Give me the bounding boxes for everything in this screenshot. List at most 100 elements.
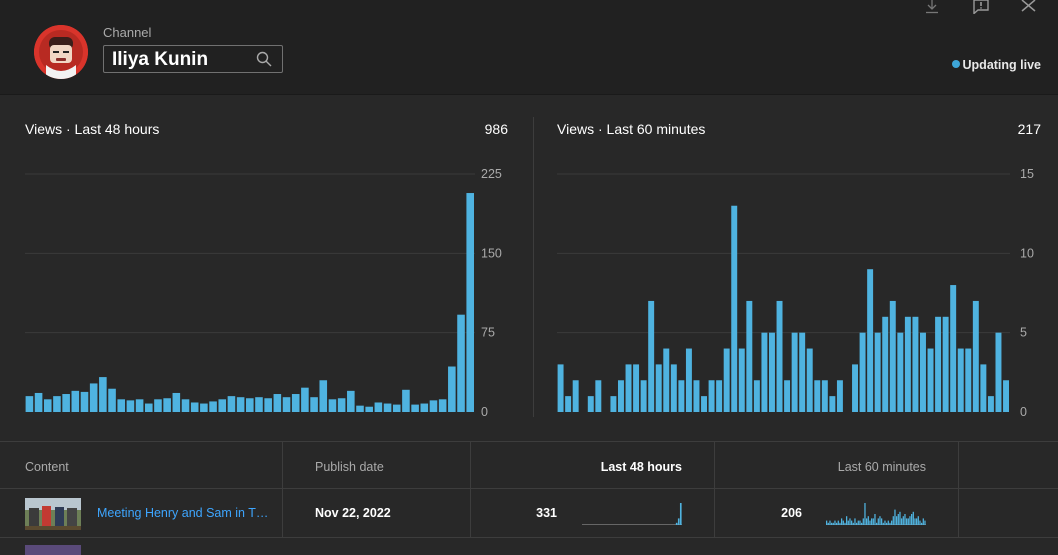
chart-bar[interactable]	[882, 316, 889, 412]
chart-bar[interactable]	[738, 348, 745, 412]
chart-bar[interactable]	[301, 387, 309, 412]
chart-bar[interactable]	[402, 389, 410, 412]
chart-bar[interactable]	[448, 366, 456, 412]
chart-bar[interactable]	[663, 348, 670, 412]
chart-bar[interactable]	[282, 397, 291, 412]
chart-bar[interactable]	[227, 396, 236, 412]
chart-bar[interactable]	[429, 400, 438, 412]
chart-bar[interactable]	[806, 348, 813, 412]
video-title-link[interactable]: Meeting Henry and Sam in T…	[97, 506, 269, 520]
chart-bar[interactable]	[799, 332, 806, 412]
chart-bar[interactable]	[144, 403, 153, 412]
chart-bar[interactable]	[383, 403, 392, 412]
chart-bar[interactable]	[108, 388, 116, 412]
chart-bar[interactable]	[995, 332, 1002, 412]
chart-bar[interactable]	[209, 401, 217, 412]
chart-bar[interactable]	[200, 403, 208, 412]
chart-bar[interactable]	[920, 332, 926, 412]
chart-bar[interactable]	[897, 332, 904, 412]
chart-bar[interactable]	[791, 332, 798, 412]
chart-bar[interactable]	[246, 398, 254, 412]
chart-bar[interactable]	[328, 399, 337, 412]
search-icon[interactable]	[256, 51, 272, 67]
chart-bar[interactable]	[273, 394, 282, 412]
chart-bar[interactable]	[633, 364, 640, 412]
chart-bar[interactable]	[466, 193, 474, 412]
video-thumbnail[interactable]	[25, 498, 81, 530]
chart-bar[interactable]	[731, 205, 738, 412]
chart-bar[interactable]	[618, 380, 624, 412]
chart-bar[interactable]	[411, 404, 419, 412]
chart-bar[interactable]	[236, 397, 245, 412]
chart-bar[interactable]	[34, 392, 43, 412]
chart-bar[interactable]	[347, 390, 355, 412]
chart-bar[interactable]	[640, 380, 647, 412]
chart-bar[interactable]	[392, 404, 401, 412]
chart-bar[interactable]	[776, 300, 783, 412]
chart-bar[interactable]	[723, 348, 730, 412]
chart-bar[interactable]	[927, 348, 934, 412]
chart-bar[interactable]	[972, 300, 979, 412]
chart-bar[interactable]	[572, 380, 579, 412]
chart-bar[interactable]	[678, 380, 685, 412]
chart-bar[interactable]	[874, 332, 881, 412]
video-thumbnail[interactable]	[25, 545, 81, 555]
chart-bar[interactable]	[337, 398, 346, 412]
chart-bar[interactable]	[291, 394, 300, 412]
chart-bar[interactable]	[457, 314, 465, 412]
chart-bar[interactable]	[950, 285, 957, 412]
chart-bar[interactable]	[965, 348, 972, 412]
chart-bar[interactable]	[356, 405, 364, 412]
chart-bar[interactable]	[99, 377, 107, 412]
chart-bar[interactable]	[595, 380, 602, 412]
chart-bar[interactable]	[319, 380, 328, 412]
chart-bar[interactable]	[25, 396, 34, 412]
chart-bar[interactable]	[655, 364, 662, 412]
header-last-48-hours[interactable]: Last 48 hours	[600, 460, 682, 474]
chart-bar[interactable]	[420, 403, 429, 412]
chart-bar[interactable]	[784, 380, 791, 412]
chart-bar[interactable]	[365, 406, 373, 412]
chart-bar[interactable]	[587, 396, 594, 412]
chart-bar[interactable]	[565, 396, 572, 412]
chart-bar[interactable]	[935, 316, 942, 412]
chart-bar[interactable]	[438, 399, 447, 412]
chart-bar[interactable]	[889, 300, 896, 412]
chart-bar[interactable]	[255, 397, 263, 412]
chart-bar[interactable]	[181, 399, 190, 412]
chart-bar[interactable]	[126, 400, 135, 412]
close-icon[interactable]	[1020, 0, 1038, 14]
chart-bar[interactable]	[859, 332, 866, 412]
chart-bar[interactable]	[987, 396, 994, 412]
header-publish-date[interactable]: Publish date	[315, 460, 384, 474]
chart-bar[interactable]	[154, 399, 162, 412]
chart-bar[interactable]	[648, 300, 655, 412]
chart-bar[interactable]	[374, 402, 383, 412]
chart-bar[interactable]	[821, 380, 828, 412]
chart-bar[interactable]	[610, 396, 617, 412]
channel-selector[interactable]: Iliya Kunin	[103, 45, 283, 73]
chart-bar[interactable]	[761, 332, 768, 412]
chart-bar[interactable]	[190, 402, 199, 412]
chart-bar[interactable]	[71, 390, 80, 412]
chart-bar[interactable]	[867, 269, 874, 412]
chart-bar[interactable]	[80, 391, 89, 412]
chart-bar[interactable]	[904, 316, 911, 412]
feedback-icon[interactable]	[972, 0, 990, 14]
chart-bar[interactable]	[135, 399, 144, 412]
chart-bar[interactable]	[172, 392, 181, 412]
chart-bar[interactable]	[852, 364, 858, 412]
chart-bar[interactable]	[1003, 380, 1009, 412]
table-row[interactable]: Meeting Henry and Sam in T… Nov 22, 2022…	[0, 489, 1058, 538]
chart-bar[interactable]	[716, 380, 723, 412]
chart-bar[interactable]	[62, 394, 70, 412]
table-row[interactable]	[0, 538, 1058, 555]
chart-bar[interactable]	[746, 300, 753, 412]
chart-bar[interactable]	[625, 364, 632, 412]
chart-bar[interactable]	[769, 332, 775, 412]
chart-bar[interactable]	[43, 399, 52, 412]
chart-bar[interactable]	[693, 380, 700, 412]
chart-bar[interactable]	[912, 316, 919, 412]
chart-bar[interactable]	[701, 396, 707, 412]
chart-bar[interactable]	[957, 348, 964, 412]
